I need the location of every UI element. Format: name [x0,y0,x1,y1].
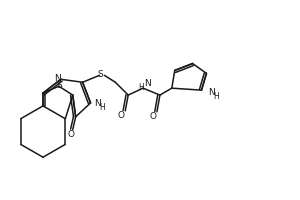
Text: N: N [144,79,150,88]
Text: O: O [118,111,125,120]
Text: S: S [98,70,103,79]
Text: O: O [67,130,74,139]
Text: H: H [213,92,219,101]
Text: N: N [94,99,101,108]
Text: N: N [55,74,61,83]
Text: O: O [149,112,157,121]
Text: H: H [138,83,144,92]
Text: N: N [208,88,215,97]
Text: S: S [56,81,62,90]
Text: H: H [100,103,105,112]
